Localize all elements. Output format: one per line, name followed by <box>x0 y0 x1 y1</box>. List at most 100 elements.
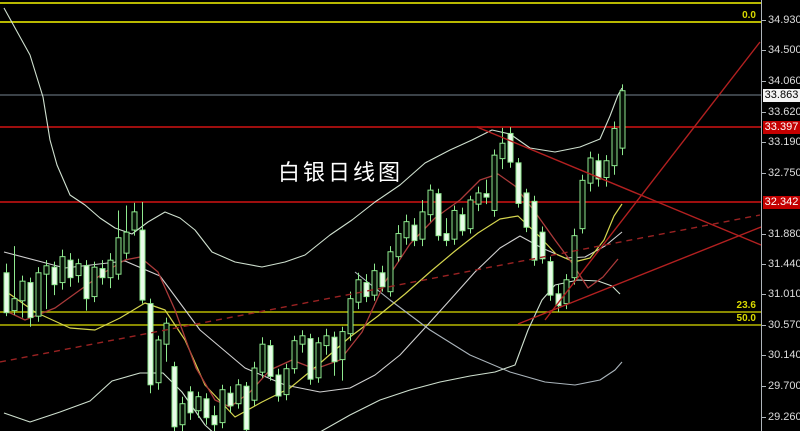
candle-bull <box>11 298 18 312</box>
candle-bull <box>115 237 122 275</box>
axis-tick <box>762 20 766 21</box>
candle-bear <box>227 392 234 407</box>
candle-bull <box>107 259 114 279</box>
price-axis-label: 31.440 <box>768 258 800 270</box>
axis-tick <box>762 173 766 174</box>
candle-bull <box>315 342 322 379</box>
candle-bear <box>531 200 538 261</box>
candle-bull <box>491 154 498 211</box>
candle-bull <box>131 211 138 231</box>
upper-bollinger <box>3 7 623 268</box>
candle-bull <box>291 340 298 370</box>
current-price-box: 33.863 <box>763 89 800 102</box>
candle-bear <box>275 374 282 397</box>
price-axis-label: 29.260 <box>768 411 800 423</box>
price-axis-label: 34.060 <box>768 75 800 87</box>
candle-bear <box>203 398 210 419</box>
candle-bull <box>299 335 306 345</box>
candle-bull <box>475 192 482 205</box>
candlestick-chart[interactable] <box>0 0 761 431</box>
candle-bear <box>539 231 546 260</box>
candle-bear <box>83 265 90 300</box>
candle-bull <box>75 263 82 277</box>
candle-bull <box>59 256 66 284</box>
price-axis[interactable]: 34.930 34.500 34.060 33.620 33.190 32.750 31.8… <box>761 0 800 431</box>
candle-bull <box>35 272 42 317</box>
candle-bull <box>235 384 242 405</box>
candle-bear <box>171 366 178 428</box>
price-axis-label: 32.750 <box>768 167 800 179</box>
candle-bear <box>187 391 194 414</box>
candle-bear <box>147 303 154 386</box>
candle-bull <box>339 331 346 361</box>
candle-bear <box>523 192 530 228</box>
candle-bull <box>587 157 594 184</box>
candle-bear <box>211 415 218 426</box>
candle-bear <box>307 338 314 380</box>
candle-bull <box>467 199 474 230</box>
candle-bull <box>403 221 410 239</box>
slow-gray-ma <box>354 271 623 386</box>
rising-trendline <box>517 226 761 325</box>
axis-tick <box>762 264 766 265</box>
fib-level-label: 0.0 <box>742 10 756 21</box>
candle-bull <box>195 396 202 412</box>
candle-bear <box>267 345 274 377</box>
candle-bear <box>507 132 514 163</box>
candle-bull <box>259 343 266 373</box>
candle-bull <box>323 335 330 347</box>
candle-bull <box>603 160 610 179</box>
candle-bull <box>427 189 434 216</box>
alert-price-box: 32.342 <box>763 196 800 209</box>
candle-bear <box>51 266 58 286</box>
candle-bull <box>123 231 130 254</box>
candle-bull <box>579 179 586 230</box>
axis-tick <box>762 294 766 295</box>
candle-bear <box>483 193 490 198</box>
candle-bull <box>387 251 394 293</box>
candle-bull <box>451 209 458 240</box>
candle-bear <box>459 214 466 232</box>
axis-tick <box>762 112 766 113</box>
candle-bear <box>443 233 450 242</box>
candle-bull <box>283 368 290 396</box>
candle-bear <box>99 268 106 279</box>
price-axis-label: 29.700 <box>768 380 800 392</box>
candle-bull <box>163 322 170 345</box>
candle-bear <box>139 229 146 301</box>
axis-tick <box>762 417 766 418</box>
price-axis-label: 30.570 <box>768 319 800 331</box>
candle-bull <box>179 403 186 426</box>
axis-tick <box>762 355 766 356</box>
dashed-support-line <box>0 214 761 363</box>
steep-rising-trendline <box>544 41 761 321</box>
price-axis-label: 34.930 <box>768 14 800 26</box>
candle-bear <box>27 282 34 319</box>
price-axis-label: 33.620 <box>768 106 800 118</box>
candle-bull <box>499 142 506 160</box>
axis-tick <box>762 234 766 235</box>
candle-bull <box>571 235 578 279</box>
alert-price-box: 33.397 <box>763 121 800 134</box>
candle-bull <box>611 128 618 167</box>
price-axis-label: 31.880 <box>768 228 800 240</box>
candle-bear <box>3 272 10 314</box>
candle-bull <box>395 233 402 258</box>
candle-bull <box>619 90 626 149</box>
candle-bull <box>419 211 426 240</box>
axis-tick <box>762 142 766 143</box>
axis-tick <box>762 81 766 82</box>
fib-level-label: 50.0 <box>736 313 756 324</box>
price-axis-label: 34.500 <box>768 44 800 56</box>
chart-area[interactable]: 白银日线图 0.0 23.6 50.0 <box>0 0 761 431</box>
candle-bear <box>67 259 74 279</box>
candle-bull <box>355 279 362 303</box>
candle-bull <box>219 389 226 424</box>
candle-bull <box>19 280 26 302</box>
candle-bear <box>435 193 442 237</box>
candle-bear <box>411 224 418 242</box>
candle-bull <box>155 339 162 384</box>
candle-bear <box>547 261 554 296</box>
candle-bear <box>363 282 370 298</box>
